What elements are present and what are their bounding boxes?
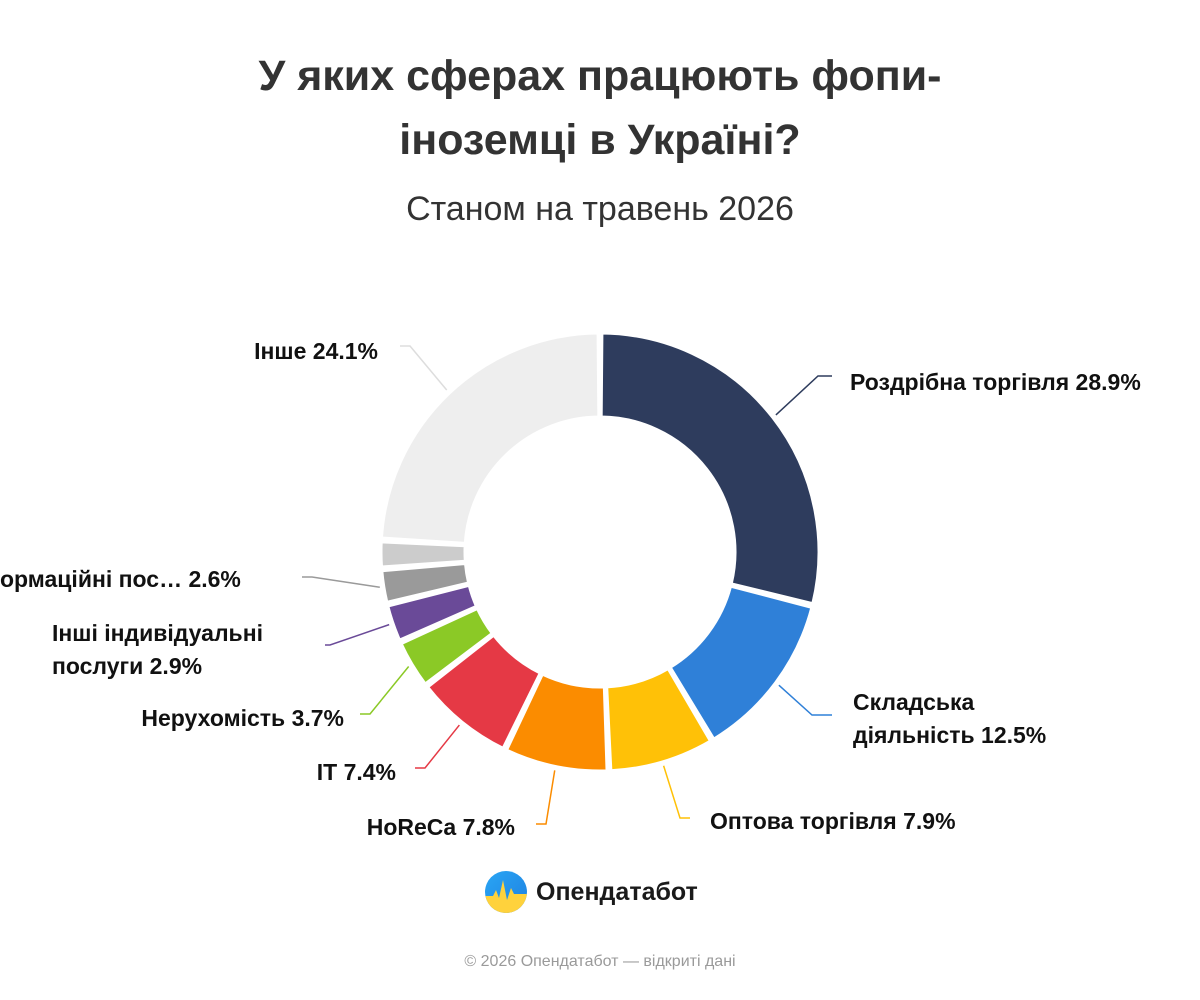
donut-slice-3: [505, 672, 609, 773]
donut-slice-6: [386, 583, 478, 642]
label-warehousing: Складська діяльність 12.5%: [853, 686, 1046, 752]
brand-name: Опендатабот: [536, 877, 698, 906]
title-line-2: іноземці в Україні?: [399, 116, 801, 164]
leader-line-3: [536, 770, 556, 825]
leader-line-2: [662, 765, 690, 819]
leader-line-1: [778, 684, 832, 716]
leader-line-6: [325, 623, 390, 646]
donut-slice-7: [380, 562, 471, 604]
page-subtitle: Станом на травень 2026: [406, 190, 794, 228]
label-it: ІТ 7.4%: [316, 759, 396, 785]
donut-slice-8: [379, 540, 467, 569]
donut-slice-4: [426, 633, 542, 750]
leader-line-7: [302, 576, 380, 589]
label-other-personal-services-line-2: послуги 2.9%: [52, 653, 203, 679]
donut-slice-0: [599, 331, 821, 606]
brand: Опендатабот: [484, 869, 698, 915]
donut-slice-2: [605, 667, 713, 773]
label-other-personal-services: Інші індивідуальні послуги 2.9%: [52, 617, 263, 683]
leader-line-0: [775, 375, 832, 416]
opendatabot-logo-icon: [485, 871, 527, 913]
label-information-services: ормаційні пос… 2.6%: [0, 566, 241, 592]
label-horeca: HoReCa 7.8%: [366, 814, 515, 840]
label-retail: Роздрібна торгівля 28.9%: [850, 369, 1141, 395]
title-line-1: У яких сферах працюють фопи-: [258, 52, 942, 100]
label-other-personal-services-line-1: Інші індивідуальні: [52, 620, 263, 646]
label-other: Інше 24.1%: [254, 338, 378, 364]
donut-slice-5: [399, 606, 494, 686]
leader-line-5: [360, 666, 410, 715]
leader-line-4: [415, 724, 460, 769]
label-warehousing-line-1: Складська: [853, 689, 975, 715]
label-warehousing-line-2: діяльність 12.5%: [853, 722, 1047, 748]
leader-line-9: [400, 345, 448, 391]
donut-slice-1: [668, 584, 814, 741]
page-title: У яких сферах працюють фопи- іноземці в …: [0, 44, 1200, 172]
donut-slice-9: [379, 331, 601, 545]
label-real-estate: Нерухомість 3.7%: [141, 705, 344, 731]
footer-copyright: © 2026 Опендатабот — відкриті дані: [464, 953, 736, 970]
label-wholesale: Оптова торгівля 7.9%: [710, 808, 956, 834]
